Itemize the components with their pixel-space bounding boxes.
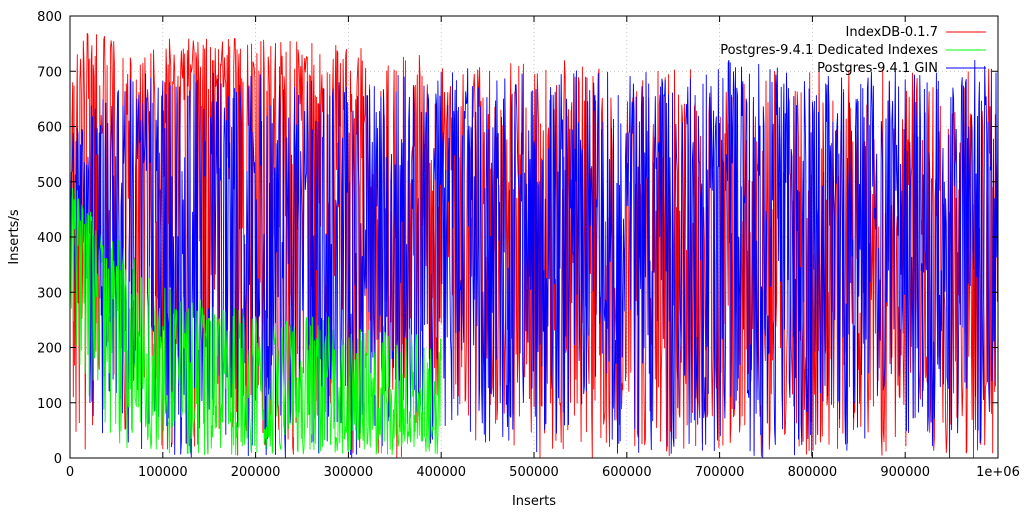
axis-tick-labels: 0 100000 200000 300000 400000 500000 600000 700… bbox=[37, 10, 1020, 480]
series-line-1 bbox=[69, 176, 442, 456]
y-tick-label: 0 bbox=[54, 452, 62, 467]
y-axis-title: Inserts/s bbox=[7, 209, 22, 264]
y-tick-label: 800 bbox=[37, 10, 62, 25]
x-axis-title: Inserts bbox=[512, 494, 556, 509]
y-tick-label: 400 bbox=[37, 231, 62, 246]
x-tick-label: 500000 bbox=[509, 465, 559, 480]
y-tick-label: 600 bbox=[37, 121, 62, 136]
x-tick-label: 1e+06 bbox=[976, 465, 1020, 480]
x-tick-label: 200000 bbox=[231, 465, 281, 480]
x-tick-label: 100000 bbox=[138, 465, 188, 480]
x-tick-label: 700000 bbox=[695, 465, 745, 480]
y-tick-label: 100 bbox=[37, 397, 62, 412]
x-tick-label: 300000 bbox=[324, 465, 374, 480]
y-tick-label: 700 bbox=[37, 65, 62, 80]
y-tick-label: 300 bbox=[37, 286, 62, 301]
series-layer bbox=[69, 32, 999, 459]
x-tick-label: 0 bbox=[66, 465, 74, 480]
legend-label: Postgres-9.4.1 Dedicated Indexes bbox=[720, 43, 938, 58]
y-tick-label: 200 bbox=[37, 342, 62, 357]
y-tick-label: 500 bbox=[37, 176, 62, 191]
x-tick-label: 400000 bbox=[416, 465, 466, 480]
x-tick-label: 900000 bbox=[880, 465, 930, 480]
legend-label: IndexDB-0.1.7 bbox=[846, 25, 939, 40]
axis-ticks bbox=[69, 15, 999, 459]
x-tick-label: 800000 bbox=[788, 465, 838, 480]
legend-label: Postgres-9.4.1 GIN bbox=[817, 61, 938, 76]
x-tick-label: 600000 bbox=[602, 465, 652, 480]
legend: IndexDB-0.1.7 Postgres-9.4.1 Dedicated In… bbox=[720, 25, 986, 76]
series-line-2 bbox=[69, 59, 999, 459]
